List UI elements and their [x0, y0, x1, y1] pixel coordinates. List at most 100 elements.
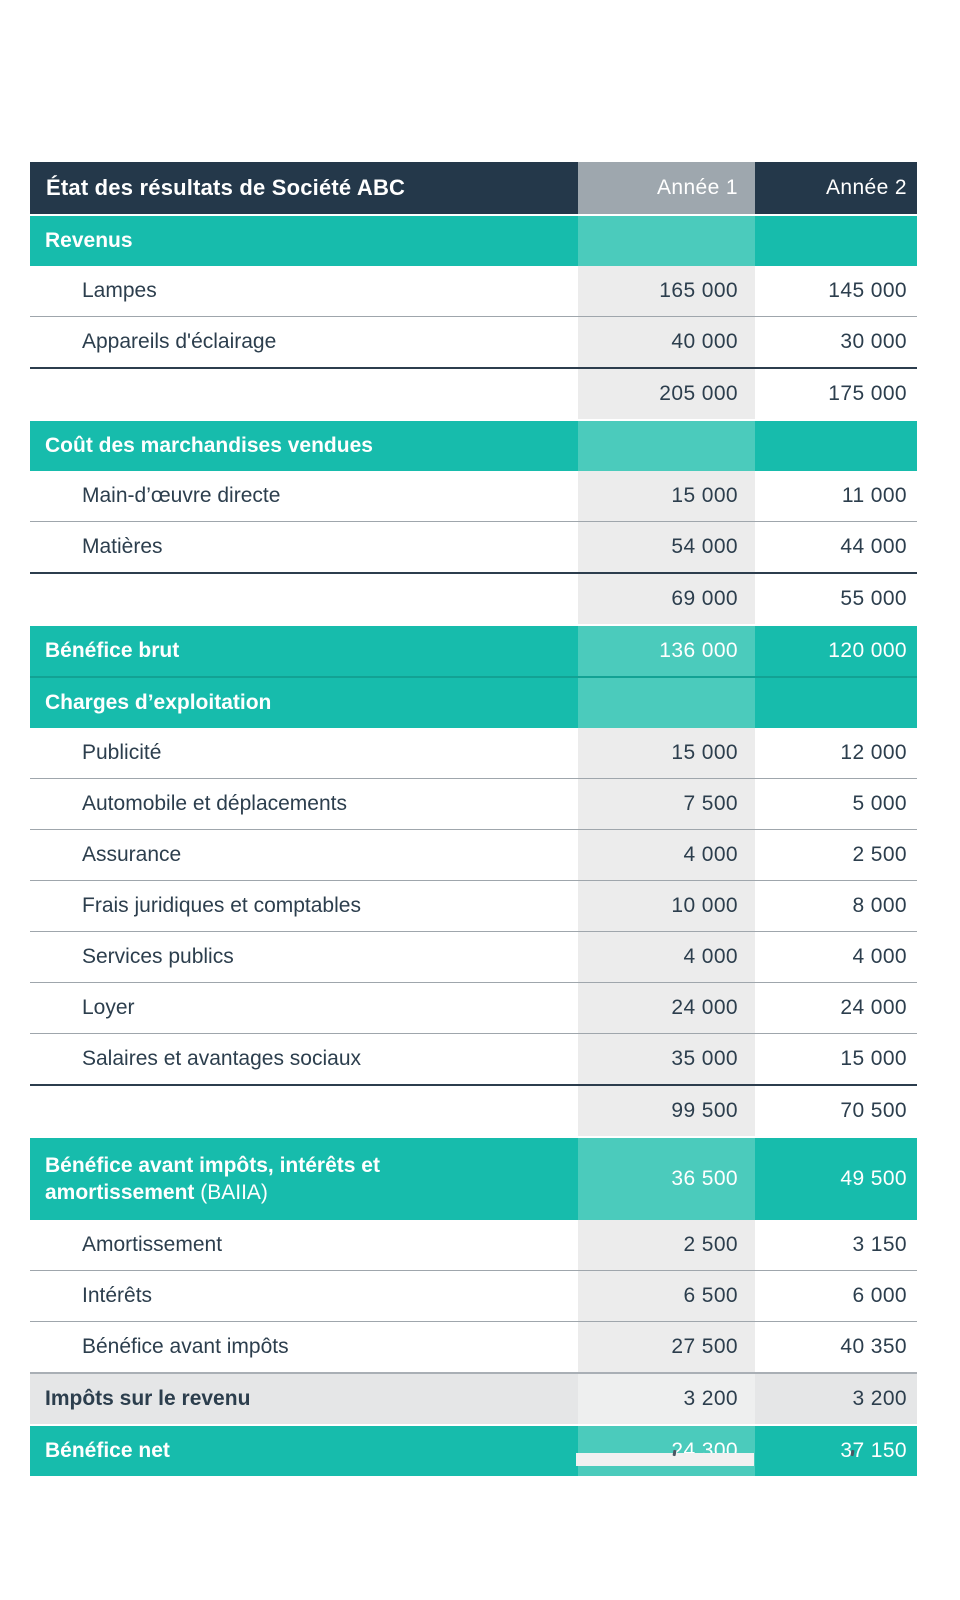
value-annee1: 15 000 [578, 471, 755, 521]
value-annee2: 175 000 [828, 382, 907, 405]
value-annee2: 70 500 [840, 1099, 907, 1122]
row-separator-gap [30, 1136, 917, 1138]
row-label: Impôts sur le revenu [45, 1387, 251, 1410]
value-annee2: 120 000 [828, 639, 907, 662]
value-annee1: 99 500 [578, 1086, 755, 1136]
value-annee2: 3 150 [852, 1233, 907, 1256]
row-label: Bénéfice brut [45, 639, 180, 662]
row-label-wrap: Bénéfice avant impôts, intérêts et amort… [45, 1152, 490, 1206]
section-cout-marchandises: Coût des marchandises vendues [30, 421, 917, 471]
row-label-suffix: (BAIIA) [200, 1181, 268, 1204]
value-annee2: 24 000 [840, 996, 907, 1019]
row-label: Charges d’exploitation [45, 691, 272, 714]
value-annee2: 49 500 [840, 1167, 907, 1190]
row-interets: Intérêts 6 500 6 000 [30, 1271, 917, 1321]
row-label: Assurance [82, 843, 182, 866]
row-separator-thin [30, 1033, 917, 1034]
row-separator-gap [30, 419, 917, 421]
row-baiia: Bénéfice avant impôts, intérêts et amort… [30, 1138, 917, 1220]
value-annee2: Année 2 [825, 176, 907, 199]
value-annee1: 54 000 [578, 522, 755, 572]
value-annee1: 27 500 [578, 1322, 755, 1372]
income-statement-table: État des résultats de Société ABC Année 1… [30, 162, 917, 1476]
value-annee1: 2 500 [578, 1220, 755, 1270]
value-annee1: 35 000 [578, 1034, 755, 1084]
row-salaires: Salaires et avantages sociaux 35 000 15 00… [30, 1034, 917, 1084]
value-annee1: 36 500 [578, 1138, 755, 1220]
row-separator-gap [30, 214, 917, 216]
row-separator-thin [30, 982, 917, 983]
value-annee1: 15 000 [578, 728, 755, 778]
row-total-revenus: 205 000 175 000 [30, 369, 917, 419]
row-services-publics: Services publics 4 000 4 000 [30, 932, 917, 982]
row-label: Revenus [45, 229, 133, 252]
row-label: Lampes [82, 279, 157, 302]
value-annee1: 205 000 [578, 369, 755, 419]
row-separator-thin [30, 880, 917, 881]
row-label [30, 1086, 578, 1136]
value-annee2: 8 000 [852, 894, 907, 917]
value-annee1: 24 000 [578, 983, 755, 1033]
cropped-next-row-band [576, 1453, 754, 1466]
row-label: Amortissement [82, 1233, 223, 1256]
value-annee1: 4 000 [578, 830, 755, 880]
row-separator-dark [30, 367, 917, 369]
row-benefice-avant-impots: Bénéfice avant impôts 27 500 40 350 [30, 1322, 917, 1372]
value-annee2 [755, 678, 917, 728]
row-separator-grey2 [30, 1372, 917, 1374]
row-separator-dark [30, 1084, 917, 1086]
value-annee2: 2 500 [852, 843, 907, 866]
value-annee1: 24 300 [578, 1426, 755, 1476]
row-label: Loyer [82, 996, 135, 1019]
value-annee1 [578, 216, 755, 266]
row-separator-thin [30, 316, 917, 317]
row-label: Services publics [82, 945, 234, 968]
row-benefice-net: Bénéfice net 24 300 37 150 [30, 1426, 917, 1476]
row-label: Publicité [82, 741, 162, 764]
value-annee1 [578, 421, 755, 471]
row-total-cmv: 69 000 55 000 [30, 574, 917, 624]
section-revenus: Revenus [30, 216, 917, 266]
row-label: Bénéfice avant impôts [82, 1335, 289, 1358]
section-charges-exploitation: Charges d’exploitation [30, 678, 917, 728]
row-label: Coût des marchandises vendues [45, 434, 373, 457]
table-title: État des résultats de Société ABC [46, 175, 406, 200]
value-annee2 [755, 421, 917, 471]
value-annee1: 7 500 [578, 779, 755, 829]
value-annee1: 6 500 [578, 1271, 755, 1321]
row-lampes: Lampes 165 000 145 000 [30, 266, 917, 316]
row-label [30, 574, 578, 624]
value-annee1: 69 000 [578, 574, 755, 624]
value-annee2: 6 000 [852, 1284, 907, 1307]
row-automobile: Automobile et déplacements 7 500 5 000 [30, 779, 917, 829]
value-annee1: 165 000 [578, 266, 755, 316]
row-appareils-eclairage: Appareils d'éclairage 40 000 30 000 [30, 317, 917, 367]
row-separator-tealline [30, 676, 917, 678]
value-annee1: 4 000 [578, 932, 755, 982]
value-annee2: 44 000 [840, 535, 907, 558]
row-publicite: Publicité 15 000 12 000 [30, 728, 917, 778]
row-label: Bénéfice net [45, 1439, 170, 1462]
row-benefice-brut: Bénéfice brut 136 000 120 000 [30, 626, 917, 676]
value-annee1 [578, 678, 755, 728]
value-annee1: Année 1 [578, 162, 755, 214]
row-main-doeuvre: Main-d’œuvre directe 15 000 11 000 [30, 471, 917, 521]
value-annee2: 15 000 [840, 1047, 907, 1070]
value-annee2: 55 000 [840, 587, 907, 610]
value-annee2: 4 000 [852, 945, 907, 968]
value-annee1: 136 000 [578, 626, 755, 676]
value-annee1: 40 000 [578, 317, 755, 367]
row-label: Automobile et déplacements [82, 792, 347, 815]
row-label: Appareils d'éclairage [82, 330, 277, 353]
table-header: État des résultats de Société ABC Année 1… [30, 162, 917, 214]
row-separator-dark [30, 572, 917, 574]
row-label-main: Bénéfice avant impôts, intérêts et amort… [45, 1154, 380, 1204]
row-separator-thin [30, 1321, 917, 1322]
value-annee2: 40 350 [840, 1335, 907, 1358]
row-impots: Impôts sur le revenu 3 200 3 200 [30, 1374, 917, 1424]
row-total-charges: 99 500 70 500 [30, 1086, 917, 1136]
row-separator-thin [30, 829, 917, 830]
row-separator-thin [30, 521, 917, 522]
row-separator-gap [30, 624, 917, 626]
row-frais-juridiques: Frais juridiques et comptables 10 000 8 00… [30, 881, 917, 931]
